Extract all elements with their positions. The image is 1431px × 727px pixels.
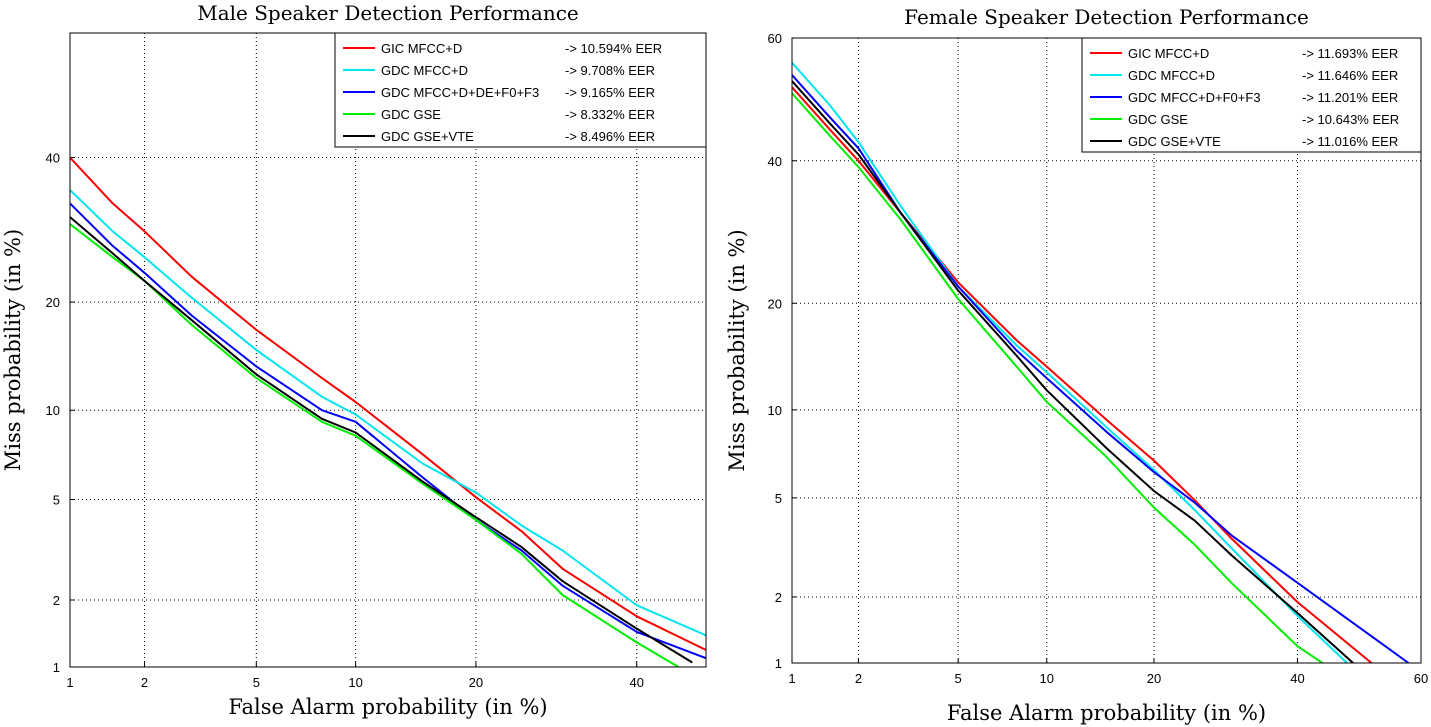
legend-eer: -> 11.016% EER <box>1302 134 1398 149</box>
chart-title: Female Speaker Detection Performance <box>904 5 1309 29</box>
y-axis-label: Miss probability (in %) <box>725 229 749 471</box>
legend: GIC MFCC+D -> 11.693% EER GDC MFCC+D -> 11.… <box>1081 37 1422 153</box>
series-line-gdc-gse-vte <box>792 80 1354 663</box>
x-tick-label: 2 <box>141 675 148 690</box>
y-tick-label: 10 <box>768 403 782 418</box>
y-tick-label: 20 <box>768 296 782 311</box>
x-tick-label: 1 <box>66 675 73 690</box>
legend-eer: -> 8.496% EER <box>565 129 655 144</box>
y-tick-label: 2 <box>53 593 60 608</box>
legend-label: GDC MFCC+D+DE+F0+F3 <box>381 85 539 100</box>
legend-label: GDC MFCC+D <box>381 63 468 78</box>
x-tick-label: 40 <box>1290 671 1304 686</box>
x-tick-label: 20 <box>469 675 483 690</box>
y-tick-label: 10 <box>46 403 60 418</box>
series-line-gdc-mfcc-d <box>70 189 706 637</box>
chart-title: Male Speaker Detection Performance <box>197 1 579 25</box>
legend: GIC MFCC+D -> 10.594% EER GDC MFCC+D -> 9.7… <box>334 32 707 148</box>
series-line-gic-mfcc-d <box>792 86 1373 663</box>
series-line-gdc-gse-vte <box>70 216 693 664</box>
male-detection-panel: 1 2 5 10 20 40 1 2 5 10 20 40 GIC MFCC+D -> 10.594% E… <box>1 1 707 719</box>
legend-eer: -> 10.594% EER <box>565 41 662 56</box>
x-tick-label: 1 <box>788 671 795 686</box>
x-tick-label: 5 <box>955 671 962 686</box>
x-tick-label: 40 <box>630 675 644 690</box>
x-tick-label: 2 <box>855 671 862 686</box>
y-axis-label: Miss probability (in %) <box>1 229 25 471</box>
y-tick-label: 20 <box>46 295 60 310</box>
x-tick-label: 20 <box>1147 671 1161 686</box>
y-tick-label: 40 <box>768 154 782 169</box>
x-tick-label: 60 <box>1414 671 1428 686</box>
series-lines <box>792 62 1410 663</box>
series-line-gdc-gse <box>792 92 1323 663</box>
legend-eer: -> 11.201% EER <box>1302 90 1398 105</box>
y-tick-label: 40 <box>46 151 60 166</box>
legend-label: GDC GSE+VTE <box>381 129 474 144</box>
x-tick-label: 10 <box>348 675 362 690</box>
y-tick-label: 5 <box>775 491 782 506</box>
series-line-gdc-mfcc-d <box>792 62 1348 663</box>
x-axis-label: False Alarm probability (in %) <box>228 695 547 719</box>
legend-box <box>334 32 707 148</box>
legend-eer: -> 10.643% EER <box>1302 112 1399 127</box>
y-tick-label: 60 <box>768 31 782 46</box>
legend-label: GDC GSE+VTE <box>1128 134 1221 149</box>
legend-label: GIC MFCC+D <box>1128 46 1209 61</box>
series-line-gdc-mfcc-d-f0-f3 <box>792 74 1410 663</box>
legend-label: GIC MFCC+D <box>381 41 462 56</box>
y-tick-label: 2 <box>775 590 782 605</box>
x-axis-label: False Alarm probability (in %) <box>947 701 1266 725</box>
series-line-gdc-mfcc-d-de-f0-f3 <box>70 202 706 660</box>
y-tick-label: 1 <box>53 660 60 675</box>
legend-box <box>1081 37 1422 153</box>
x-tick-label: 5 <box>253 675 260 690</box>
y-tick-label: 1 <box>775 656 782 671</box>
legend-label: GDC GSE <box>381 107 441 122</box>
female-detection-panel: 1 2 5 10 20 40 60 1 2 5 10 20 40 60 GIC MFCC+D -> 11.69… <box>725 5 1428 725</box>
legend-label: GDC MFCC+D <box>1128 68 1215 83</box>
legend-eer: -> 8.332% EER <box>565 107 655 122</box>
y-tick-label: 5 <box>53 493 60 508</box>
legend-eer: -> 11.646% EER <box>1302 68 1398 83</box>
series-lines <box>70 156 706 667</box>
legend-label: GDC GSE <box>1128 112 1188 127</box>
x-tick-label: 10 <box>1040 671 1054 686</box>
series-line-gic-mfcc-d <box>70 156 706 651</box>
legend-eer: -> 9.708% EER <box>565 63 655 78</box>
legend-label: GDC MFCC+D+F0+F3 <box>1128 90 1261 105</box>
legend-eer: -> 11.693% EER <box>1302 46 1398 61</box>
legend-eer: -> 9.165% EER <box>565 85 655 100</box>
